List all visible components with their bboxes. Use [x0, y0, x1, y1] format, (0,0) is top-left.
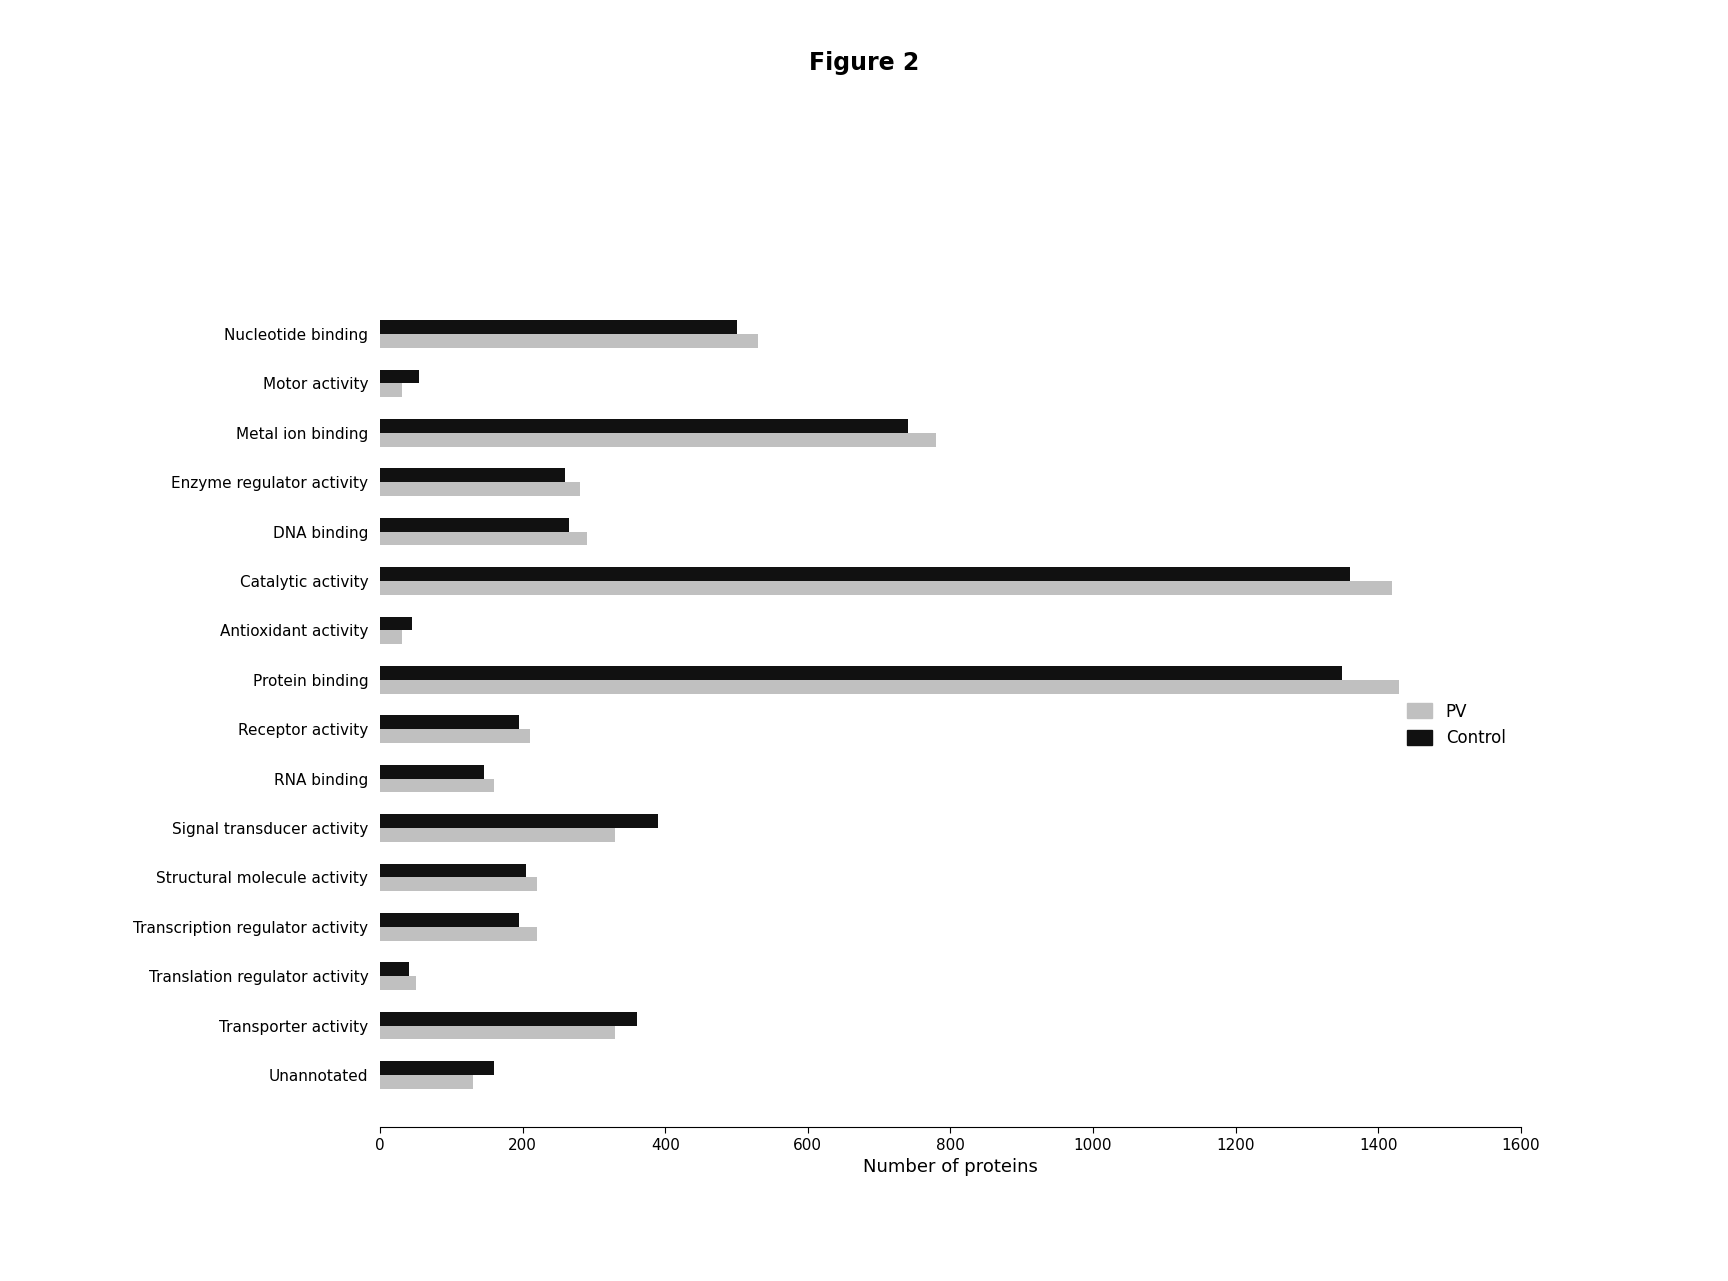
Bar — [380, 680, 1400, 694]
Bar — [380, 1075, 473, 1089]
Bar — [380, 765, 484, 779]
Bar — [380, 913, 518, 927]
Bar — [380, 616, 413, 630]
Bar — [380, 370, 420, 383]
Bar — [380, 715, 518, 729]
Bar — [380, 927, 537, 940]
Bar — [380, 1061, 494, 1075]
Bar — [380, 532, 588, 546]
Bar — [380, 482, 581, 496]
Bar — [380, 433, 937, 447]
Bar — [380, 518, 569, 532]
Bar — [380, 828, 615, 842]
Bar — [380, 469, 565, 482]
Bar — [380, 1012, 636, 1026]
Text: Figure 2: Figure 2 — [809, 51, 919, 76]
Bar — [380, 962, 408, 976]
Bar — [380, 334, 759, 348]
X-axis label: Number of proteins: Number of proteins — [862, 1158, 1039, 1176]
Bar — [380, 1026, 615, 1039]
Legend: PV, Control: PV, Control — [1401, 696, 1512, 753]
Bar — [380, 666, 1343, 680]
Bar — [380, 779, 494, 793]
Bar — [380, 383, 401, 397]
Bar — [380, 729, 530, 743]
Bar — [380, 582, 1393, 594]
Bar — [380, 630, 401, 644]
Bar — [380, 567, 1350, 582]
Bar — [380, 419, 907, 433]
Bar — [380, 320, 736, 334]
Bar — [380, 976, 416, 990]
Bar — [380, 863, 527, 877]
Bar — [380, 877, 537, 892]
Bar — [380, 815, 658, 828]
